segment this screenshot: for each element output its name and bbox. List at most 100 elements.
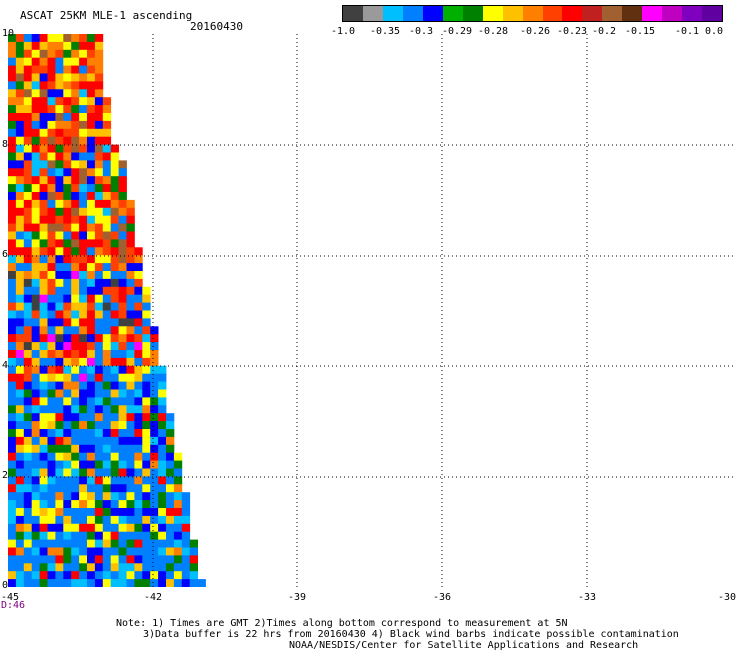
swath-cell xyxy=(94,168,104,177)
swath-cell xyxy=(47,429,56,438)
swath-cell xyxy=(71,468,80,477)
swath-cell xyxy=(150,436,159,446)
swath-cell xyxy=(94,49,104,59)
swath-cell xyxy=(173,452,183,461)
swath-cell xyxy=(15,365,25,375)
swath-cell xyxy=(118,215,127,224)
swath-cell xyxy=(87,144,96,153)
swath-cell xyxy=(118,310,127,319)
swath-cell xyxy=(15,105,25,114)
swath-cell xyxy=(31,263,40,272)
swath-cell xyxy=(126,239,135,248)
swath-cell xyxy=(102,294,112,303)
swath-cell xyxy=(158,515,167,525)
swath-cell xyxy=(8,89,17,98)
swath-cell xyxy=(8,334,17,343)
swath-cell xyxy=(102,555,112,564)
swath-cell xyxy=(15,302,25,311)
swath-cell xyxy=(39,310,48,319)
swath-cell xyxy=(55,342,64,351)
swath-cell xyxy=(142,357,151,367)
color-scale-segment xyxy=(582,6,603,21)
swath-cell xyxy=(8,128,17,138)
swath-cell xyxy=(31,342,40,351)
swath-cell xyxy=(87,294,96,303)
swath-cell xyxy=(15,563,25,572)
swath-cell xyxy=(94,255,104,264)
swath-cell xyxy=(31,397,40,406)
swath-cell xyxy=(8,531,17,540)
swath-cell xyxy=(94,460,104,469)
swath-cell xyxy=(79,405,88,414)
swath-cell xyxy=(55,207,64,217)
swath-cell xyxy=(110,310,119,319)
swath-cell xyxy=(110,389,119,398)
swath-cell xyxy=(142,421,151,430)
swath-cell xyxy=(134,429,143,438)
swath-cell xyxy=(150,500,159,509)
swath-cell xyxy=(102,239,112,248)
swath-cell xyxy=(39,413,48,422)
swath-cell xyxy=(87,547,96,556)
swath-cell xyxy=(55,239,64,248)
swath-cell xyxy=(94,310,104,319)
swath-cell xyxy=(31,571,40,580)
swath-cell xyxy=(31,239,40,248)
swath-cell xyxy=(71,294,80,303)
swath-cell xyxy=(47,302,56,311)
swath-cell xyxy=(87,278,96,288)
swath-cell xyxy=(94,271,104,280)
footer-note-line-3: NOAA/NESDIS/Center for Satellite Applica… xyxy=(289,640,639,651)
swath-cell xyxy=(94,436,104,446)
swath-cell xyxy=(15,57,25,66)
swath-cell xyxy=(39,547,48,556)
swath-cell xyxy=(47,571,56,580)
swath-cell xyxy=(63,89,72,98)
color-scale-label: -0.2 xyxy=(591,26,617,37)
swath-cell xyxy=(142,539,151,548)
swath-cell xyxy=(71,523,80,533)
swath-cell xyxy=(63,563,72,572)
swath-cell xyxy=(102,152,112,161)
swath-cell xyxy=(87,357,96,367)
swath-cell xyxy=(118,239,127,248)
swath-cell xyxy=(166,429,175,438)
swath-cell xyxy=(8,120,17,130)
swath-cell xyxy=(15,531,25,540)
swath-cell xyxy=(126,278,135,288)
swath-cell xyxy=(55,397,64,406)
swath-cell xyxy=(31,523,40,533)
swath-cell xyxy=(102,350,112,359)
swath-cell xyxy=(118,500,127,509)
swath-cell xyxy=(118,302,127,311)
swath-cell xyxy=(181,539,191,548)
swath-cell xyxy=(23,176,33,185)
swath-cell xyxy=(8,184,17,193)
swath-cell xyxy=(134,247,143,256)
swath-cell xyxy=(71,120,80,130)
swath-cell xyxy=(181,531,191,540)
swath-cell xyxy=(94,294,104,303)
swath-cell xyxy=(79,342,88,351)
swath-cell xyxy=(47,136,56,145)
swath-cell xyxy=(8,436,17,446)
swath-cell xyxy=(63,460,72,469)
swath-cell xyxy=(31,484,40,493)
swath-cell xyxy=(8,81,17,90)
swath-cell xyxy=(94,429,104,438)
y-tick-label-2: 2 xyxy=(2,470,9,481)
swath-cell xyxy=(150,444,159,454)
swath-cell xyxy=(47,89,56,98)
swath-cell xyxy=(102,192,112,201)
swath-cell xyxy=(55,271,64,280)
swath-cell xyxy=(55,318,64,327)
swath-cell xyxy=(94,57,104,66)
swath-cell xyxy=(102,199,112,209)
swath-cell xyxy=(15,326,25,335)
swath-cell xyxy=(39,144,48,153)
swath-cell xyxy=(31,476,40,485)
swath-cell xyxy=(87,326,96,335)
swath-cell xyxy=(63,271,72,280)
swath-cell xyxy=(47,160,56,169)
swath-cell xyxy=(150,421,159,430)
